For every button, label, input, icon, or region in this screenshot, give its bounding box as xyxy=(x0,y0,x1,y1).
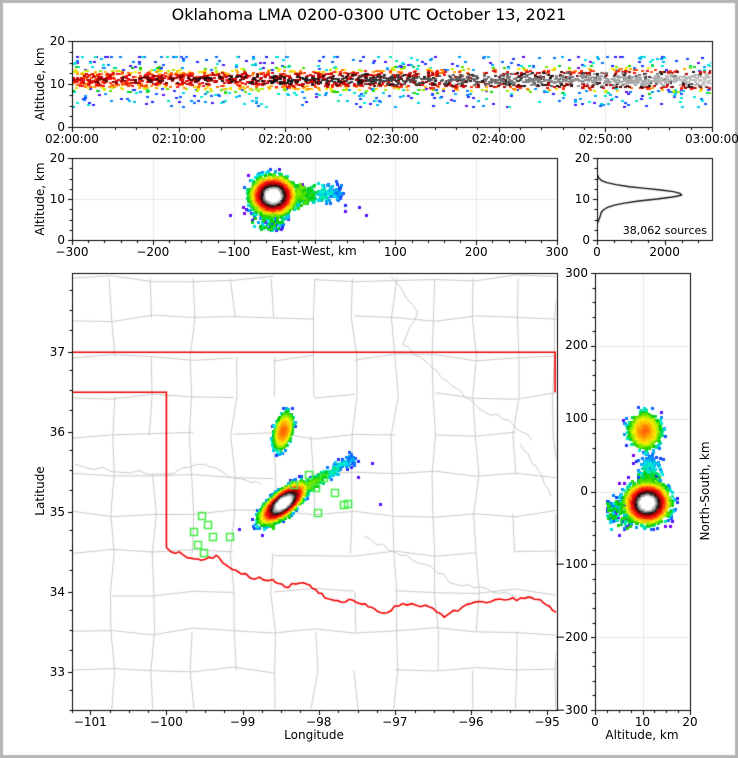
y-tick-label-plan_map: 33 xyxy=(49,664,65,679)
x-tick-label-time_height: 02:50:00 xyxy=(578,132,633,146)
source-count-annotation: 38,062 sources xyxy=(622,224,707,237)
y-tick-label-ns_height: −300 xyxy=(555,702,588,717)
x-tick-label-time_height: 02:40:00 xyxy=(471,132,526,146)
y-axis-label-ew-height: Altitude, km xyxy=(33,162,47,236)
y-tick-label-ns_height: 100 xyxy=(565,411,588,426)
y-tick-label-ns_height: −100 xyxy=(555,556,588,571)
x-tick-label-ew_height: 200 xyxy=(464,245,488,259)
x-tick-label-altitude_histogram: 2000 xyxy=(649,245,680,259)
x-tick-label-ew_height: 300 xyxy=(545,245,569,259)
x-axis-label-ew-height: East-West, km xyxy=(268,244,360,258)
y-tick-label-ew_height: 10 xyxy=(49,191,65,206)
y-axis-label-map: Latitude xyxy=(33,466,47,516)
y-tick-label-time_height: 10 xyxy=(49,76,65,91)
x-tick-label-ew_height: −300 xyxy=(55,245,89,259)
x-tick-label-time_height: 02:10:00 xyxy=(151,132,206,146)
y-tick-label-plan_map: 34 xyxy=(49,584,65,599)
y-tick-label-ns_height: 300 xyxy=(565,265,588,280)
y-tick-label-altitude_histogram: 20 xyxy=(574,150,590,165)
x-tick-label-plan_map: −98 xyxy=(306,715,332,729)
x-tick-label-plan_map: −96 xyxy=(458,715,484,729)
y-axis-label-time-height: Altitude, km xyxy=(33,47,47,121)
y-tick-label-ns_height: 0 xyxy=(580,484,588,498)
x-tick-label-plan_map: −100 xyxy=(149,715,183,729)
y-tick-label-ew_height: 0 xyxy=(57,232,65,247)
x-tick-label-time_height: 03:00:00 xyxy=(685,132,738,146)
y-axis-label-ns-height: North-South, km xyxy=(698,441,712,541)
x-axis-label-ns-height: Altitude, km xyxy=(605,728,679,742)
x-tick-label-altitude_histogram: 0 xyxy=(593,245,601,259)
y-tick-label-altitude_histogram: 0 xyxy=(582,232,590,247)
y-tick-label-ew_height: 20 xyxy=(49,150,65,165)
figure-title: Oklahoma LMA 0200-0300 UTC October 13, 2… xyxy=(171,5,567,24)
x-tick-label-time_height: 02:00:00 xyxy=(45,132,99,146)
x-tick-label-plan_map: −97 xyxy=(382,715,408,729)
x-tick-label-ew_height: 100 xyxy=(383,245,407,259)
y-tick-label-time_height: 0 xyxy=(57,119,65,134)
x-tick-label-ns_height: 10 xyxy=(634,715,651,729)
y-tick-label-plan_map: 35 xyxy=(49,504,65,519)
x-axis-label-map: Longitude xyxy=(284,728,344,742)
y-tick-label-ns_height: 200 xyxy=(565,338,588,353)
y-tick-label-altitude_histogram: 10 xyxy=(574,191,590,206)
y-tick-label-ns_height: −200 xyxy=(555,629,588,644)
x-tick-label-ns_height: 20 xyxy=(682,715,698,729)
x-tick-label-time_height: 02:30:00 xyxy=(365,132,419,146)
x-tick-label-plan_map: −101 xyxy=(73,715,107,729)
x-tick-label-plan_map: −99 xyxy=(229,715,256,729)
x-tick-label-ns_height: 0 xyxy=(591,715,599,729)
y-tick-label-plan_map: 37 xyxy=(49,344,65,359)
x-tick-label-ew_height: −100 xyxy=(217,245,251,259)
x-tick-label-plan_map: −95 xyxy=(534,715,560,729)
y-tick-label-time_height: 20 xyxy=(49,33,65,48)
x-tick-label-time_height: 02:20:00 xyxy=(258,132,313,146)
x-tick-label-ew_height: −200 xyxy=(136,245,170,259)
y-tick-label-plan_map: 36 xyxy=(49,424,65,439)
